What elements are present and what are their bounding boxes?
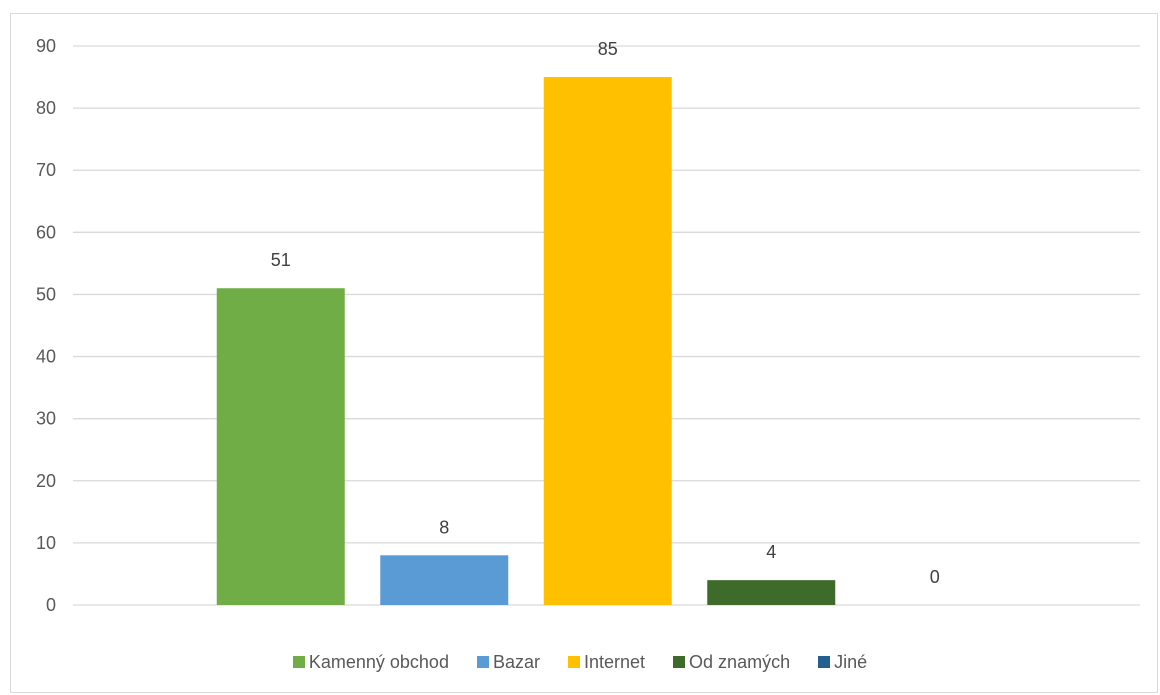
legend-item: Bazar	[476, 651, 540, 673]
legend-swatch	[292, 656, 305, 668]
bar-bazar	[380, 555, 509, 605]
legend-label: Internet	[584, 651, 646, 672]
y-tick-label: 10	[36, 533, 56, 553]
data-label: 0	[930, 567, 940, 587]
y-tick-label: 0	[46, 595, 56, 615]
legend-item: Jiné	[818, 652, 867, 673]
data-label: 85	[598, 39, 618, 59]
legend-item: Od znamých	[673, 652, 790, 673]
bar-kamenný-obchod	[216, 288, 345, 605]
legend-swatch	[673, 656, 686, 668]
legend: Kamenný obchod Bazar Internet Od znamých Jin…	[0, 650, 1160, 674]
y-tick-label: 20	[36, 471, 56, 491]
legend-label: Bazar	[492, 651, 540, 672]
legend-swatch	[476, 656, 489, 668]
y-tick-label: 60	[36, 222, 56, 242]
data-labels: 51 8 85 4 0	[271, 39, 940, 587]
legend-swatch	[568, 656, 580, 668]
data-label: 51	[271, 250, 291, 270]
legend-item: Internet	[568, 652, 645, 673]
legend-item: Kamenný obchod	[292, 651, 449, 673]
bar-internet	[543, 77, 672, 606]
legend-label: Kamenný obchod	[308, 651, 449, 672]
y-tick-label: 70	[36, 160, 56, 180]
legend-label: Od znamých	[689, 651, 791, 672]
bar-od-znamých	[707, 580, 836, 605]
data-label: 8	[439, 517, 449, 537]
y-tick-label: 90	[36, 36, 56, 56]
data-label: 4	[766, 542, 776, 562]
y-tick-label: 40	[36, 347, 56, 367]
legend-label: Jiné	[834, 651, 868, 672]
legend-swatch	[818, 656, 831, 668]
y-tick-label: 30	[36, 409, 56, 429]
y-tick-label: 50	[36, 284, 56, 304]
y-axis-ticks: 0 10 20 30 40 50 60 70 80 90	[36, 36, 56, 615]
bars	[216, 77, 836, 606]
y-tick-label: 80	[36, 98, 56, 118]
